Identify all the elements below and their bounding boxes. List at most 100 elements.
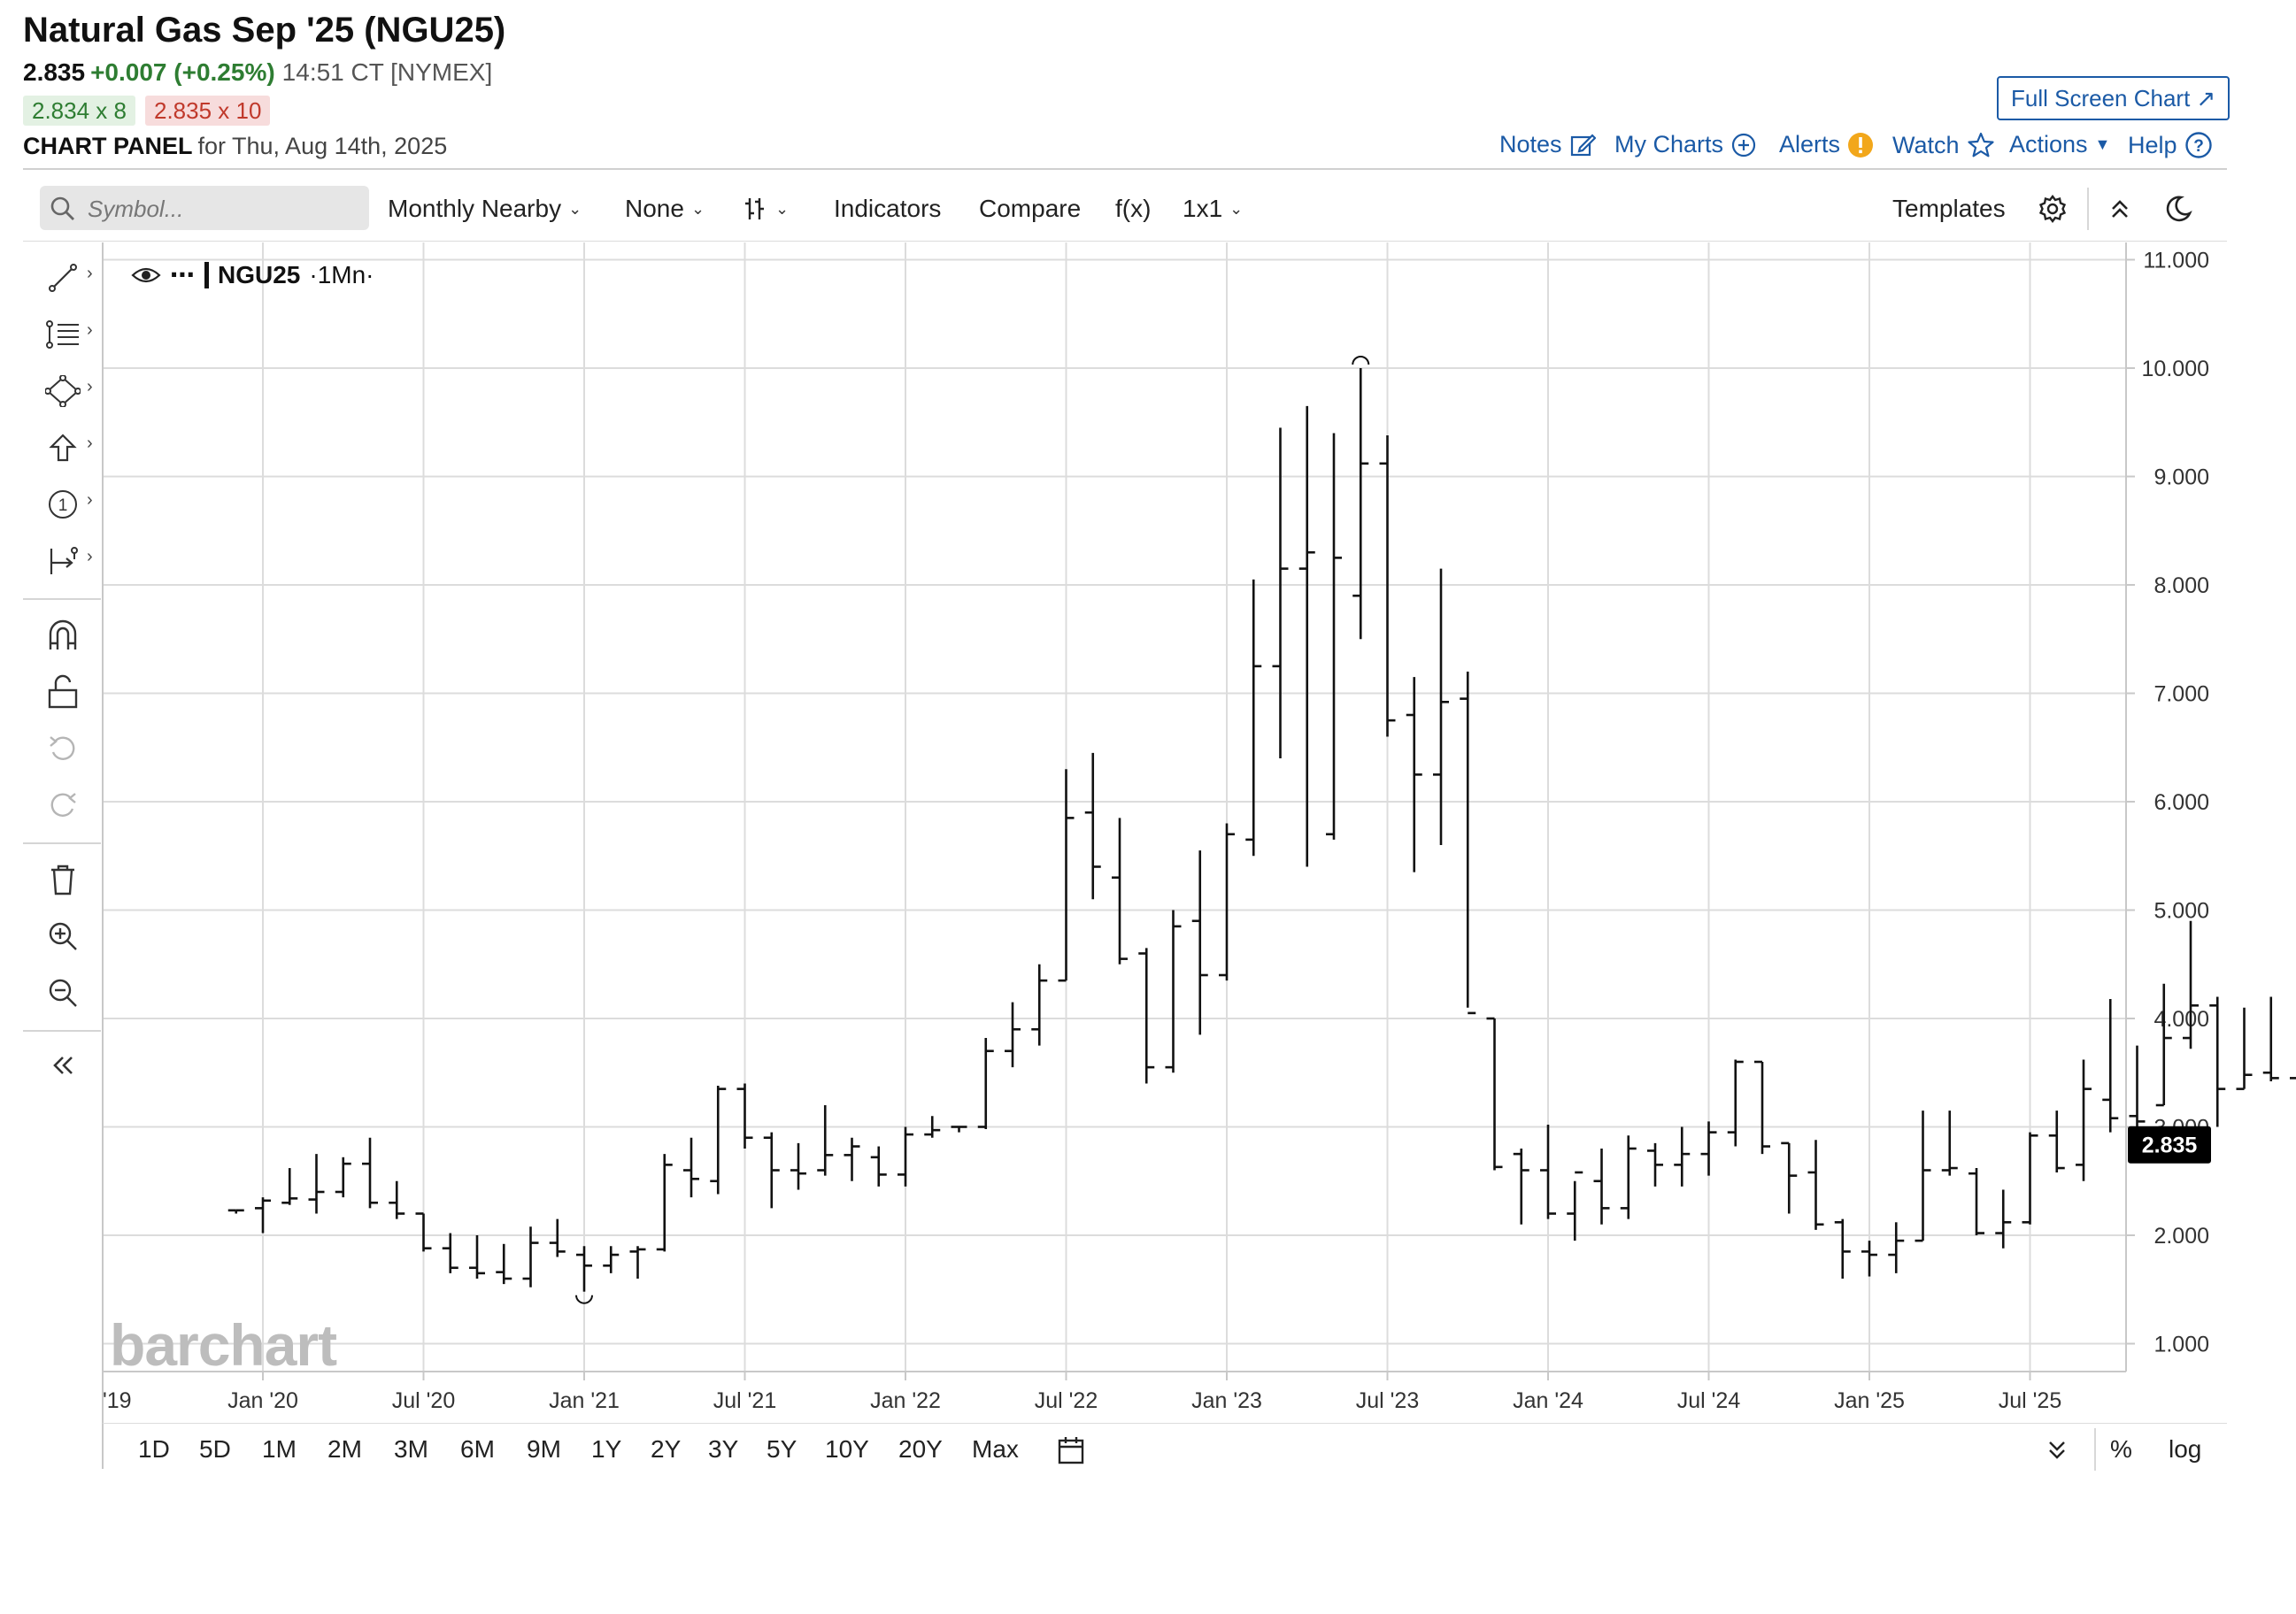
price-axis-labels: 1.0002.0003.0004.0005.0006.0007.0008.000… xyxy=(2142,249,2209,1357)
ohlc-bar xyxy=(2262,996,2279,1082)
help-link[interactable]: Help ? xyxy=(2128,131,2213,159)
layout-dropdown[interactable]: 1x1 ⌄ xyxy=(1183,191,1243,227)
plot-area[interactable] xyxy=(103,242,2126,1372)
range-button-2m[interactable]: 2M xyxy=(327,1435,362,1463)
symbol-search[interactable] xyxy=(40,186,369,230)
label-tool[interactable]: 1 xyxy=(39,485,87,524)
bar-type-dropdown[interactable]: ⌄ xyxy=(742,191,789,227)
price-tick-label: 4.000 xyxy=(2153,1007,2209,1032)
ohlc-bar xyxy=(1861,1241,1877,1277)
header-divider xyxy=(23,168,2227,170)
my-charts-label: My Charts xyxy=(1614,131,1724,158)
range-button-1y[interactable]: 1Y xyxy=(591,1435,622,1463)
arrow-tool[interactable] xyxy=(39,428,87,467)
symbol-search-input[interactable] xyxy=(86,191,355,227)
zoom-out-button[interactable] xyxy=(39,973,87,1012)
line-tool[interactable] xyxy=(39,258,87,297)
chevron-right-icon[interactable]: › xyxy=(87,490,93,510)
ohlc-bar xyxy=(255,1197,271,1234)
ohlc-bar xyxy=(1245,579,1262,857)
range-button-max[interactable]: Max xyxy=(972,1435,1019,1463)
templates-button[interactable]: Templates xyxy=(1892,195,2006,222)
full-screen-chart-button[interactable]: Full Screen Chart ↗ xyxy=(1997,76,2231,120)
watch-link[interactable]: Watch xyxy=(1892,131,1995,159)
log-scale-toggle[interactable]: log xyxy=(2169,1435,2202,1463)
lock-tool[interactable] xyxy=(39,672,87,711)
theme-toggle[interactable] xyxy=(2163,191,2193,227)
chevron-right-icon[interactable]: › xyxy=(87,377,93,396)
ohlc-bar xyxy=(362,1137,378,1209)
range-button-9m[interactable]: 9M xyxy=(527,1435,561,1463)
fib-tool[interactable] xyxy=(39,315,87,354)
double-chevron-down-icon xyxy=(2049,1441,2065,1459)
range-button-6m[interactable]: 6M xyxy=(460,1435,495,1463)
page-title: Natural Gas Sep '25 (NGU25) xyxy=(23,11,506,50)
ohlc-bar xyxy=(549,1218,566,1257)
measure-tool[interactable] xyxy=(39,542,87,580)
more-options-icon[interactable]: ⋯ xyxy=(170,261,196,288)
range-button-5y[interactable]: 5Y xyxy=(767,1435,797,1463)
chevron-right-icon[interactable]: › xyxy=(87,434,93,453)
undo-button[interactable] xyxy=(39,729,87,768)
edit-icon xyxy=(1570,133,1596,156)
magnet-icon xyxy=(49,619,77,649)
tools-divider xyxy=(23,598,101,600)
time-axis-labels: '19 Jan '20 Jul '20 Jan '21 Jul '21 Jan '22 Ju… xyxy=(103,1388,2061,1413)
magnet-tool[interactable] xyxy=(39,616,87,655)
zoom-in-button[interactable] xyxy=(39,917,87,956)
collapse-header-button[interactable] xyxy=(2107,191,2133,227)
low-marker xyxy=(575,1295,593,1304)
range-button-5d[interactable]: 5D xyxy=(199,1435,231,1463)
ohlc-bar xyxy=(2290,1077,2296,1080)
chart-panel-date: CHART PANEL for Thu, Aug 14th, 2025 xyxy=(23,133,447,160)
ohlc-bar xyxy=(710,1085,727,1195)
range-button-2y[interactable]: 2Y xyxy=(651,1435,682,1463)
actions-menu[interactable]: Actions ▼ xyxy=(2009,131,2110,158)
notes-link[interactable]: Notes xyxy=(1499,131,1596,158)
redo-button[interactable] xyxy=(39,786,87,825)
range-button-20y[interactable]: 20Y xyxy=(898,1435,943,1463)
aggregation-label: Monthly Nearby xyxy=(388,195,562,222)
range-button-1d[interactable]: 1D xyxy=(138,1435,170,1463)
ohlc-bar xyxy=(1540,1125,1556,1219)
aggregation-dropdown[interactable]: Monthly Nearby ⌄ xyxy=(388,191,582,227)
ohlc-bar xyxy=(1727,1059,1744,1147)
delete-drawings-button[interactable] xyxy=(39,860,87,899)
range-button-1m[interactable]: 1M xyxy=(262,1435,297,1463)
price-tick-label: 8.000 xyxy=(2153,573,2209,598)
ohlc-bar xyxy=(2102,998,2119,1133)
range-button-10y[interactable]: 10Y xyxy=(825,1435,869,1463)
range-button-3y[interactable]: 3Y xyxy=(708,1435,739,1463)
date-range-button[interactable] xyxy=(1057,1435,1085,1470)
range-button-3m[interactable]: 3M xyxy=(394,1435,428,1463)
ohlc-bar xyxy=(1379,434,1396,737)
indicators-button[interactable]: Indicators xyxy=(834,195,942,222)
alerts-link[interactable]: Alerts xyxy=(1779,131,1874,158)
arrow-up-icon xyxy=(49,434,77,462)
bid-box: 2.834 x 8 xyxy=(23,96,135,126)
settings-button[interactable] xyxy=(2038,191,2068,227)
my-charts-link[interactable]: My Charts xyxy=(1614,131,1757,158)
compare-button[interactable]: Compare xyxy=(979,195,1082,222)
eye-icon[interactable] xyxy=(131,265,161,286)
chevron-right-icon[interactable]: › xyxy=(87,547,93,566)
toolbar-divider xyxy=(2087,188,2089,230)
tools-divider xyxy=(23,1030,101,1032)
expand-panel-button[interactable] xyxy=(2045,1437,2069,1466)
star-icon xyxy=(1967,132,1994,158)
shape-tool[interactable] xyxy=(39,372,87,411)
percent-scale-toggle[interactable]: % xyxy=(2110,1435,2132,1463)
ohlc-bar xyxy=(870,1146,887,1187)
overlay-dropdown[interactable]: None ⌄ xyxy=(625,191,705,227)
chevron-right-icon[interactable]: › xyxy=(87,320,93,340)
collapse-toolbar-button[interactable] xyxy=(39,1046,87,1085)
chart-legend[interactable]: ⋯ NGU25 ·1Mn· xyxy=(131,260,374,289)
watch-label: Watch xyxy=(1892,131,1960,158)
redo-icon xyxy=(50,793,76,817)
ohlc-bar xyxy=(1888,1222,1905,1273)
ohlc-bar xyxy=(1647,1142,1663,1187)
chevron-right-icon[interactable]: › xyxy=(87,264,93,283)
time-tick-label: Jul '22 xyxy=(1035,1388,1098,1413)
fx-button[interactable]: f(x) xyxy=(1115,195,1152,222)
